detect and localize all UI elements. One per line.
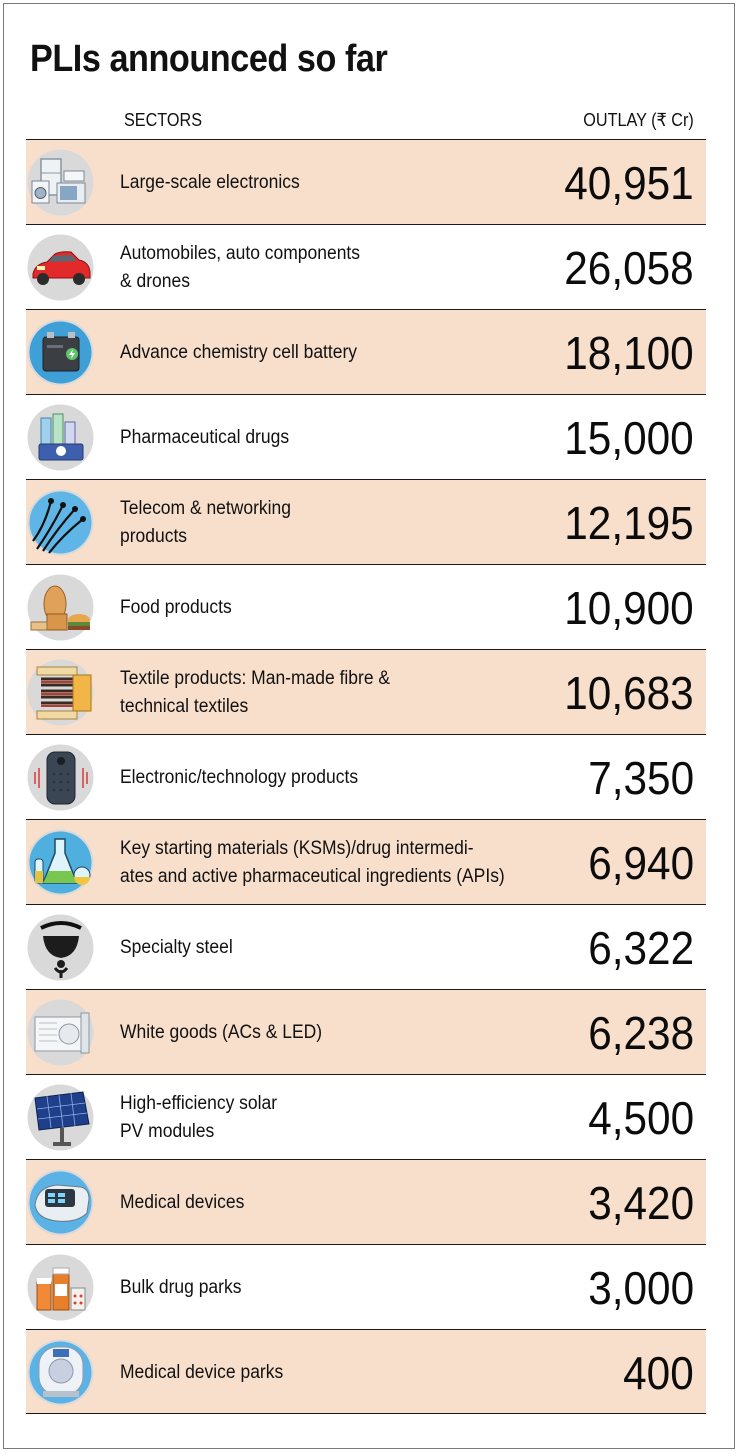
flask-icon	[27, 829, 94, 896]
table-row: Bulk drug parks 3,000	[26, 1244, 706, 1329]
sector-name: Large-scale electronics	[120, 171, 300, 193]
page-title: PLIs announced so far	[30, 38, 388, 80]
car-icon	[27, 234, 94, 301]
outlay-value: 3,420	[588, 1176, 694, 1229]
pharma-icon	[27, 404, 94, 471]
outlay-value: 6,238	[588, 1006, 694, 1059]
table-row: Automobiles, auto components & drones 26,…	[26, 224, 706, 309]
outlay-value: 15,000	[564, 411, 694, 464]
pli-table: Large-scale electronics 40,951 Automobiles…	[26, 139, 706, 1414]
table-row: Food products 10,900	[26, 564, 706, 649]
table-row: Pharmaceutical drugs 15,000	[26, 394, 706, 479]
table-row: White goods (ACs & LED) 6,238	[26, 989, 706, 1074]
outlay-value: 7,350	[588, 751, 694, 804]
sector-name: White goods (ACs & LED)	[120, 1021, 323, 1043]
outlay-value: 12,195	[564, 496, 694, 549]
solar-panel-icon	[27, 1084, 94, 1151]
outlay-value: 6,322	[588, 921, 694, 974]
sector-name: Key starting materials (KSMs)/drug inter…	[120, 837, 505, 887]
outlay-value: 18,100	[564, 326, 694, 379]
table-row: Telecom & networking products 12,195	[26, 479, 706, 564]
outlay-value: 400	[623, 1346, 694, 1399]
outlay-value: 4,500	[588, 1091, 694, 1144]
appliances-icon	[27, 149, 94, 216]
sector-name: Medical devices	[120, 1191, 245, 1213]
sector-name: Medical device parks	[120, 1361, 284, 1383]
sector-name: Specialty steel	[120, 936, 233, 958]
battery-icon	[27, 319, 94, 386]
outlay-value: 10,683	[564, 666, 694, 719]
sector-name: Textile products: Man-made fibre & techn…	[120, 667, 391, 717]
sector-name: Pharmaceutical drugs	[120, 426, 290, 448]
network-icon	[27, 489, 94, 556]
table-row: Textile products: Man-made fibre & techn…	[26, 649, 706, 734]
outlay-column-header: OUTLAY (₹ Cr)	[583, 110, 694, 130]
outlay-value: 26,058	[564, 241, 694, 294]
mri-scanner-icon	[27, 1339, 94, 1406]
sector-name: Electronic/technology products	[120, 766, 359, 788]
outlay-value: 10,900	[564, 581, 694, 634]
table-row: Advance chemistry cell battery 18,100	[26, 309, 706, 394]
table-row: High-efficiency solar PV modules 4,500	[26, 1074, 706, 1159]
oximeter-icon	[27, 1169, 94, 1236]
sector-name: High-efficiency solar PV modules	[120, 1092, 278, 1142]
sectors-column-header: SECTORS	[124, 110, 203, 130]
sector-name: Advance chemistry cell battery	[120, 341, 358, 363]
table-row: Electronic/technology products 7,350	[26, 734, 706, 819]
food-icon	[27, 574, 94, 641]
sector-name: Telecom & networking products	[120, 497, 292, 547]
outlay-value: 3,000	[588, 1261, 694, 1314]
air-conditioner-icon	[27, 999, 94, 1066]
outlay-value: 40,951	[564, 156, 694, 209]
textile-spool-icon	[27, 659, 94, 726]
sector-name: Bulk drug parks	[120, 1276, 242, 1298]
sector-name: Food products	[120, 596, 232, 618]
smart-speaker-icon	[27, 744, 94, 811]
medicine-bottles-icon	[27, 1254, 94, 1321]
sector-name: Automobiles, auto components & drones	[120, 242, 361, 292]
ladle-icon	[27, 914, 94, 981]
table-row: Medical devices 3,420	[26, 1159, 706, 1244]
table-row: Specialty steel 6,322	[26, 904, 706, 989]
table-row: Medical device parks 400	[26, 1329, 706, 1414]
table-row: Large-scale electronics 40,951	[26, 139, 706, 224]
outlay-value: 6,940	[588, 836, 694, 889]
table-row: Key starting materials (KSMs)/drug inter…	[26, 819, 706, 904]
